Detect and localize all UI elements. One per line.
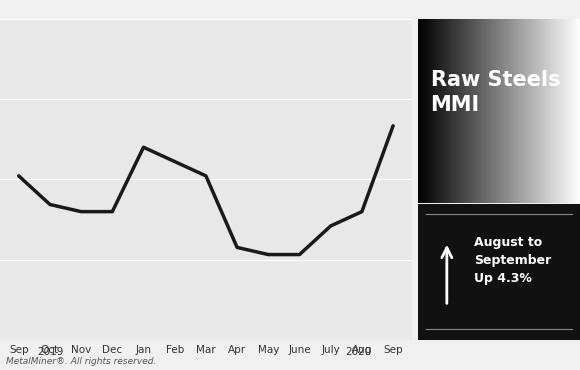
Text: MetalMiner®. All rights reserved.: MetalMiner®. All rights reserved.	[6, 357, 156, 366]
Text: 2020: 2020	[345, 347, 371, 357]
Text: 2019: 2019	[38, 347, 64, 357]
Text: August to
September
Up 4.3%: August to September Up 4.3%	[474, 236, 552, 286]
Text: Raw Steels
MMI: Raw Steels MMI	[430, 70, 560, 115]
